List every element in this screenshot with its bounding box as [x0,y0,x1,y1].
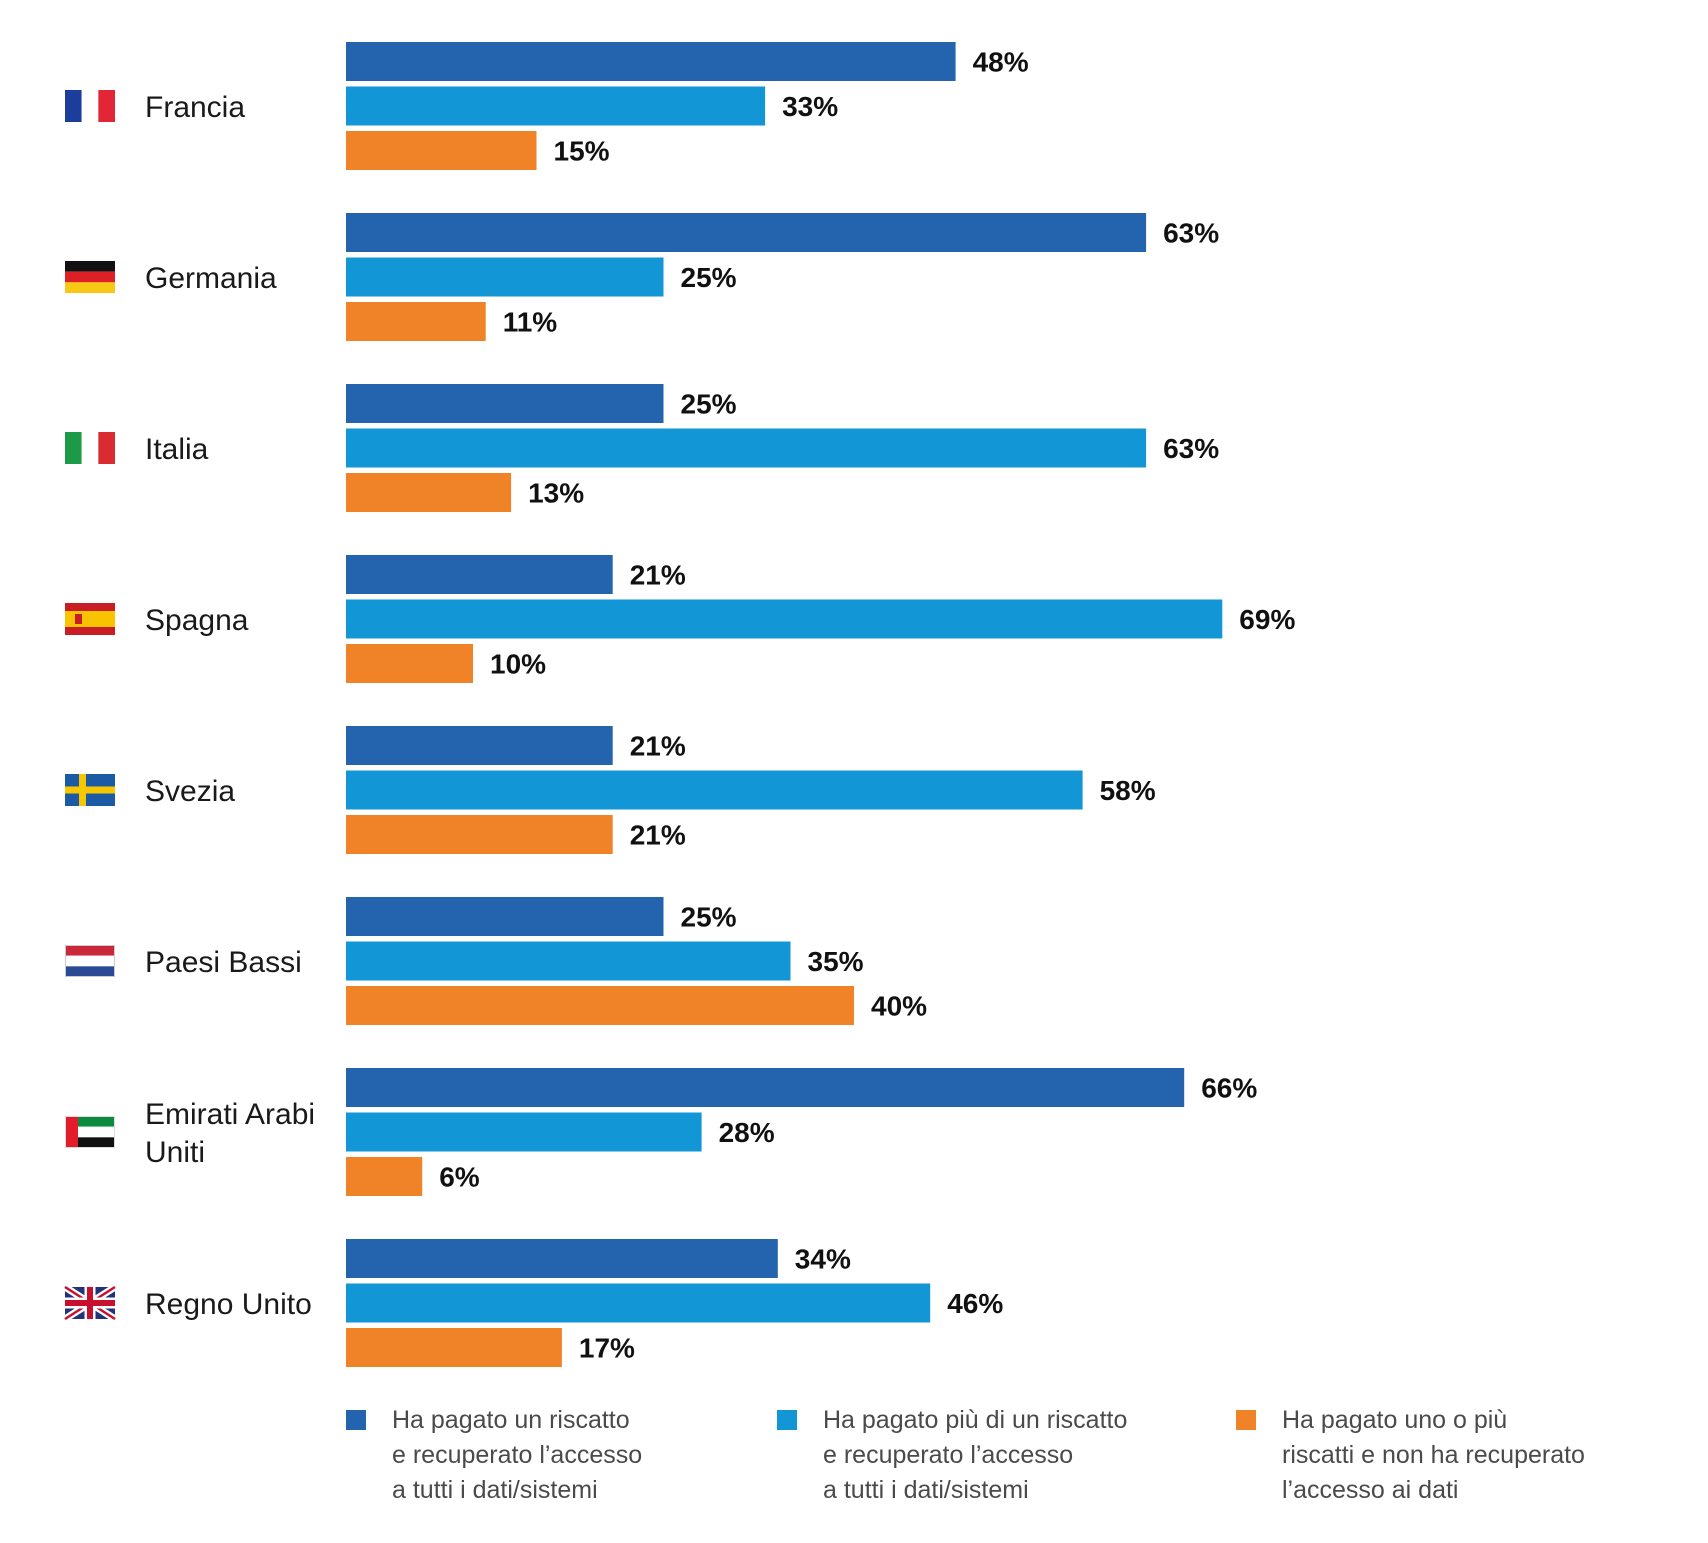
france-flag-icon [65,90,115,122]
value-label: 21% [630,560,686,591]
bar-series-3 [346,1157,423,1196]
country-label: Regno Unito [145,1288,312,1321]
value-label: 25% [681,389,737,420]
bar-series-3 [346,815,613,854]
bar-series-1 [346,555,613,594]
country-label: Paesi Bassi [145,946,302,979]
bar-series-3 [346,131,537,170]
country-label: Spagna [145,604,249,637]
legend-item-series-1: Ha pagato un riscatto e recuperato l’acc… [346,1403,642,1508]
country-group: Germania 63% 25% 11% [65,213,1219,341]
value-label: 15% [554,136,610,167]
legend-line: Ha pagato più di un riscatto [823,1406,1128,1434]
country-group: Italia 25% 63% 13% [65,384,1219,512]
bar-series-2 [346,770,1083,810]
country-group: Emirati Arabi Uniti 66% 28% 6% [65,1068,1257,1196]
value-label: 63% [1163,433,1219,464]
italy-flag-icon [65,432,115,464]
bar-series-3 [346,986,854,1025]
country-group: Regno Unito 34% 46% 17% [63,1239,1003,1367]
bar-series-1 [346,213,1147,252]
legend-item-series-2: Ha pagato più di un riscatto e recuperat… [777,1403,1127,1508]
country-label: Germania [145,262,277,295]
legend-line: Ha pagato uno o più [1282,1406,1508,1434]
value-label: 48% [973,47,1029,78]
value-label: 69% [1239,604,1295,635]
legend-item-series-3: Ha pagato uno o più riscatti e non ha re… [1236,1403,1585,1508]
bar-series-1 [346,42,956,81]
legend: Ha pagato un riscatto e recuperato l’acc… [0,1403,1708,1523]
bar-series-2 [346,941,791,981]
legend-swatch-series-2 [777,1410,797,1430]
bar-series-1 [346,1068,1185,1107]
legend-line: a tutti i dati/sistemi [823,1476,1029,1504]
country-label: Emirati Arabi [145,1098,315,1131]
bar-series-3 [346,644,473,683]
uae-flag-icon [65,1116,115,1148]
legend-swatch-series-3 [1236,1410,1256,1430]
value-label: 10% [490,649,546,680]
value-label: 17% [579,1333,635,1364]
bar-series-2 [346,1283,931,1323]
germany-flag-icon [65,261,115,293]
value-label: 58% [1100,775,1156,806]
netherlands-flag-icon [65,945,115,977]
value-label: 28% [719,1117,775,1148]
bar-series-3 [346,302,486,341]
value-label: 40% [871,991,927,1022]
spain-flag-icon [65,603,115,635]
bar-series-2 [346,257,664,297]
country-group: Francia 48% 33% 15% [65,42,1029,170]
legend-line: Ha pagato un riscatto [392,1406,630,1434]
country-label: Francia [145,91,245,124]
country-label: Uniti [145,1136,205,1169]
bar-series-2 [346,599,1223,639]
value-label: 21% [630,731,686,762]
value-label: 25% [681,902,737,933]
uk-flag-icon [63,1284,117,1322]
value-label: 21% [630,820,686,851]
bar-series-3 [346,473,512,512]
bar-series-2 [346,1112,702,1152]
country-group: Svezia 21% 58% 21% [65,726,1156,854]
country-label: Italia [145,433,209,466]
bar-series-1 [346,726,613,765]
legend-label-series-3: Ha pagato uno o più riscatti e non ha re… [1282,1403,1585,1508]
legend-line: riscatti e non ha recuperato [1282,1441,1585,1469]
value-label: 6% [439,1162,480,1193]
legend-line: l’accesso ai dati [1282,1476,1459,1504]
country-group: Spagna 21% 69% 10% [65,555,1295,683]
value-label: 66% [1201,1073,1257,1104]
value-label: 11% [503,307,558,338]
bar-series-1 [346,384,664,423]
value-label: 34% [795,1244,851,1275]
legend-line: e recuperato l’accesso [823,1441,1074,1469]
bar-series-3 [346,1328,562,1367]
legend-label-series-2: Ha pagato più di un riscatto e recuperat… [823,1403,1127,1508]
bar-series-2 [346,86,766,126]
bar-series-1 [346,1239,778,1278]
legend-label-series-1: Ha pagato un riscatto e recuperato l’acc… [392,1403,642,1508]
bar-series-1 [346,897,664,936]
sweden-flag-icon [65,774,115,806]
legend-line: a tutti i dati/sistemi [392,1476,598,1504]
value-label: 35% [808,946,864,977]
country-label: Svezia [145,775,235,808]
legend-swatch-series-1 [346,1410,366,1430]
value-label: 63% [1163,218,1219,249]
value-label: 13% [528,478,584,509]
value-label: 33% [782,91,838,122]
value-label: 25% [681,262,737,293]
value-label: 46% [947,1288,1003,1319]
country-group: Paesi Bassi 25% 35%40% [65,897,927,1025]
bar-series-2 [346,428,1147,468]
legend-line: e recuperato l’accesso [392,1441,643,1469]
bar-chart: Francia 48% 33% 15% Germania 63% 25% 11% Italia 2… [63,42,1295,1367]
